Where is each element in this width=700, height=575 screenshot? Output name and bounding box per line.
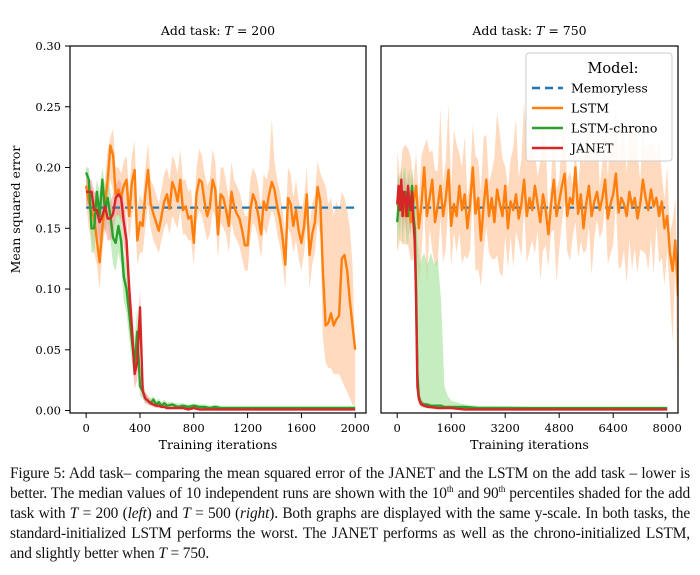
x-tick-label: 3200 — [491, 421, 520, 435]
x-axis-label: Training iterations — [159, 437, 278, 452]
x-tick-label: 1200 — [233, 421, 262, 435]
left-panel: 0 400 800 1200 1600 2000 0.00 0.05 0.10 0.15 0.20 0… — [8, 23, 370, 452]
x-tick-label: 800 — [183, 421, 205, 435]
caption-text: = 750. — [166, 545, 210, 562]
x-tick-label: 0 — [82, 421, 89, 435]
y-tick-label: 0.15 — [35, 221, 61, 235]
caption-sup: th — [446, 483, 454, 494]
x-tick-label: 2000 — [341, 421, 370, 435]
band-janet — [86, 179, 356, 411]
axes-frame — [380, 45, 679, 414]
x-tick-label: 6400 — [599, 421, 628, 435]
legend-label: LSTM-chrono — [571, 121, 657, 136]
caption-text: Add task– comparing the mean squared err… — [10, 465, 690, 502]
legend-label: JANET — [569, 141, 614, 156]
caption-text: and 90 — [453, 485, 499, 502]
plot-area — [396, 100, 678, 411]
series-line-janet — [396, 178, 668, 411]
caption-label: Figure 5: — [10, 465, 66, 482]
x-tick-label: 400 — [129, 421, 151, 435]
caption-text: = 500 ( — [190, 505, 241, 522]
caption-sup: th — [498, 483, 506, 494]
legend: Model: Memoryless LSTM LSTM-chrono JANET — [525, 52, 673, 162]
caption-text: ) and — [146, 505, 183, 522]
caption-math: T — [69, 505, 79, 522]
y-tick-label: 0.25 — [35, 100, 61, 114]
band-lstm — [397, 100, 678, 411]
caption-emph: left — [127, 505, 147, 522]
title-var: T — [225, 23, 235, 38]
chart-title: Add task: T = 750 — [471, 23, 586, 38]
legend-label: LSTM — [571, 101, 609, 116]
figure: 0 400 800 1200 1600 2000 0.00 0.05 0.10 0.15 0.20 0… — [8, 23, 682, 452]
x-tick-label: 1600 — [287, 421, 316, 435]
x-tick-label: 1600 — [437, 421, 466, 435]
title-prefix: Add task: — [160, 23, 225, 38]
legend-label: Memoryless — [571, 81, 648, 96]
band-lstm — [86, 118, 356, 406]
title-prefix: Add task: — [471, 23, 536, 38]
series-line-lstm — [84, 144, 357, 350]
right-panel: 0 1600 3200 4800 6400 8000 Add task: T = 750 Tr… — [380, 23, 682, 452]
x-axis-label: Training iterations — [470, 437, 589, 452]
chart-title: Add task: T = 200 — [160, 23, 275, 38]
caption-text: percentiles shaded for the add task with — [10, 485, 690, 522]
legend-title: Model: — [588, 61, 639, 77]
y-tick-label: 0.10 — [35, 282, 61, 296]
series-line-janet — [86, 190, 356, 411]
series-line-lstm — [396, 166, 678, 297]
title-rest: = 750 — [544, 23, 586, 38]
y-tick-label: 0.30 — [35, 39, 61, 53]
title-var: T — [536, 23, 546, 38]
x-tick-label: 4800 — [545, 421, 574, 435]
band-lstm-chrono — [397, 167, 668, 410]
title-rest: = 200 — [233, 23, 275, 38]
figure-caption: Figure 5: Add task– comparing the mean s… — [10, 464, 690, 564]
caption-math: T — [182, 505, 191, 522]
legend-box — [525, 52, 673, 162]
x-tick-label: 8000 — [653, 421, 682, 435]
y-tick-label: 0.20 — [35, 161, 61, 175]
caption-text: = 200 ( — [78, 505, 128, 522]
x-tick-label: 0 — [394, 421, 401, 435]
y-tick-label: 0.00 — [35, 404, 61, 418]
caption-emph: right — [240, 505, 270, 522]
caption-text: ). Both graphs are displayed with the sa… — [10, 505, 691, 562]
caption-math: T — [158, 545, 167, 562]
plot-area — [84, 118, 357, 411]
y-tick-label: 0.05 — [35, 343, 61, 357]
axes-frame — [69, 45, 367, 414]
y-axis-label: Mean squared error — [8, 146, 23, 274]
series-line-lstm-chrono — [84, 171, 356, 410]
